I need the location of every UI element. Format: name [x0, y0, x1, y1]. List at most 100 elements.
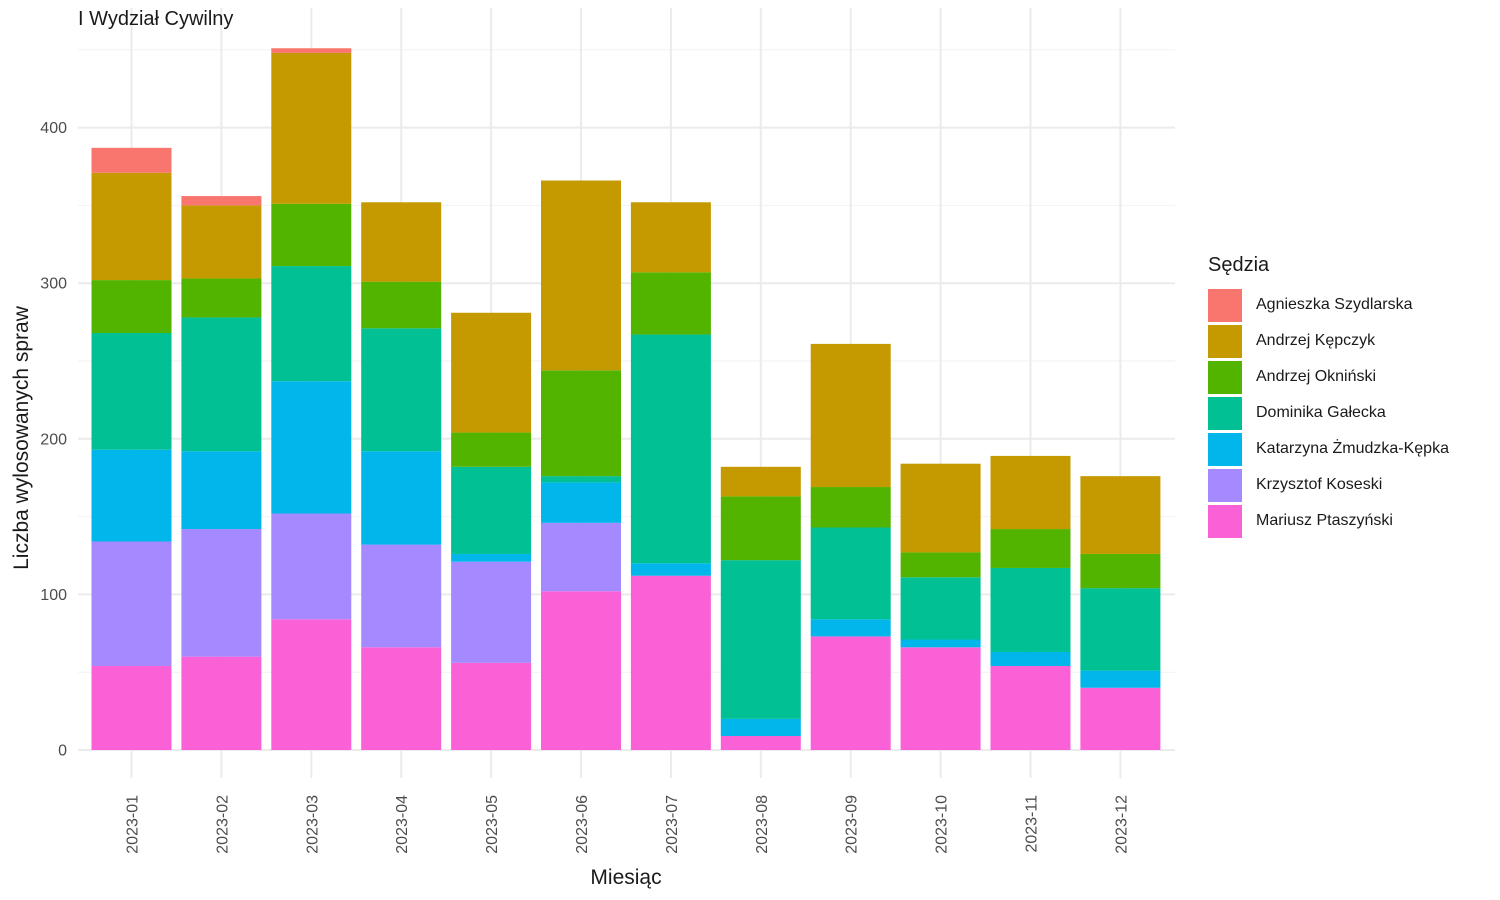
bar-segment	[990, 529, 1071, 568]
bar-segment	[720, 560, 801, 719]
x-axis-ticks: 2023-01 2023-02 2023-03 2023-04 2023-05 2023-…	[125, 795, 1131, 854]
bar-segment	[451, 561, 532, 663]
x-tick-label: 2023-09	[844, 795, 861, 854]
bar-segment	[630, 334, 711, 564]
x-tick-label: 2023-02	[214, 795, 231, 854]
x-tick-label: 2023-08	[754, 795, 771, 854]
legend-key	[1208, 396, 1242, 430]
legend-item: Mariusz Ptaszyński	[1208, 503, 1449, 539]
bar-segment	[900, 577, 981, 640]
y-tick-label: 300	[40, 276, 67, 293]
bar-segment	[810, 527, 891, 620]
bar-segment	[271, 266, 352, 382]
bar-segment	[271, 48, 352, 53]
legend-item: Andrzej Okniński	[1208, 359, 1449, 395]
bar-segment	[630, 202, 711, 273]
bar-segment	[720, 466, 801, 497]
bar-segment	[541, 370, 621, 477]
bar-segment	[451, 312, 532, 433]
bar-segment	[1080, 670, 1161, 688]
legend: Sędzia Agnieszka Szydlarska Andrzej Kępcz…	[1208, 254, 1449, 539]
bar-segment	[990, 665, 1071, 750]
legend-key	[1208, 360, 1242, 394]
bar-segment	[181, 451, 262, 530]
bar-segment	[361, 281, 442, 329]
bar-segment	[541, 522, 621, 592]
y-axis-title: Liczba wylosowanych spraw	[10, 306, 33, 570]
bar-segment	[181, 278, 262, 318]
bar-segment	[900, 552, 981, 578]
bar-segment	[181, 317, 262, 452]
legend-label: Andrzej Kępczyk	[1256, 332, 1376, 349]
legend-label: Katarzyna Żmudzka-Kępka	[1256, 440, 1449, 457]
bar-segment	[91, 449, 172, 542]
x-tick-label: 2023-03	[304, 795, 321, 854]
legend-item: Dominika Gałecka	[1208, 395, 1449, 431]
bar-segment	[630, 272, 711, 335]
y-tick-label: 100	[40, 587, 67, 604]
bar-segment	[361, 451, 442, 545]
y-tick-label: 200	[40, 431, 67, 448]
bar-segment	[91, 172, 172, 281]
bar-segment	[181, 205, 262, 279]
bar-segment	[900, 463, 981, 553]
legend-key	[1208, 432, 1242, 466]
legend-item: Agnieszka Szydlarska	[1208, 287, 1449, 323]
bar-segment	[1080, 588, 1161, 671]
x-tick-label: 2023-06	[574, 795, 591, 854]
bar-segment	[181, 529, 262, 657]
bar-segment	[990, 651, 1071, 666]
bar-segment	[271, 619, 352, 750]
bar-segment	[91, 541, 172, 666]
bar-segment	[990, 567, 1071, 652]
y-tick-label: 400	[40, 120, 67, 137]
bar-segment	[810, 343, 891, 488]
x-tick-label: 2023-11	[1024, 795, 1041, 853]
bar-segment	[541, 591, 621, 750]
bar-segment	[451, 432, 532, 467]
bar-segment	[361, 647, 442, 750]
bar-segment	[361, 544, 442, 648]
x-axis-title: Miesiąc	[590, 866, 662, 889]
bar-segment	[541, 180, 621, 371]
bar-segment	[720, 496, 801, 561]
x-tick-label: 2023-04	[394, 795, 411, 854]
legend-label: Krzysztof Koseski	[1256, 476, 1383, 493]
bar-segment	[810, 619, 891, 637]
legend-key	[1208, 288, 1242, 322]
bar-segment	[91, 147, 172, 173]
x-tick-label: 2023-10	[934, 795, 951, 854]
bar-segment	[181, 656, 262, 750]
bar-segment	[541, 476, 621, 483]
bar-segment	[271, 381, 352, 514]
legend-label: Dominika Gałecka	[1256, 404, 1386, 421]
bar-segment	[91, 332, 172, 450]
bar-segment	[900, 647, 981, 750]
bar-segment	[181, 196, 262, 206]
bar-segment	[630, 563, 711, 576]
bar-segment	[900, 639, 981, 648]
bar-segment	[990, 455, 1071, 530]
x-tick-label: 2023-07	[664, 795, 681, 854]
bar-segment	[91, 280, 172, 333]
y-axis-ticks: 0 100 200 300 400	[40, 120, 67, 759]
bar-segment	[1080, 476, 1161, 554]
bar-segment	[361, 202, 442, 282]
bar-segment	[451, 662, 532, 750]
bar-segment	[1080, 553, 1161, 589]
legend-label: Mariusz Ptaszyński	[1256, 512, 1393, 529]
bar-segment	[451, 553, 532, 562]
bar-segment	[720, 718, 801, 736]
chart-title: I Wydział Cywilny	[78, 8, 234, 30]
bar-segment	[91, 665, 172, 750]
legend-items: Agnieszka Szydlarska Andrzej Kępczyk Andrz…	[1208, 287, 1449, 539]
legend-title: Sędzia	[1208, 254, 1270, 276]
legend-key	[1208, 504, 1242, 538]
x-tick-label: 2023-12	[1113, 795, 1130, 854]
bar-segment	[361, 328, 442, 452]
bar-segment	[810, 636, 891, 750]
legend-item: Katarzyna Żmudzka-Kępka	[1208, 431, 1449, 467]
bar-segment	[271, 513, 352, 620]
legend-key	[1208, 324, 1242, 358]
